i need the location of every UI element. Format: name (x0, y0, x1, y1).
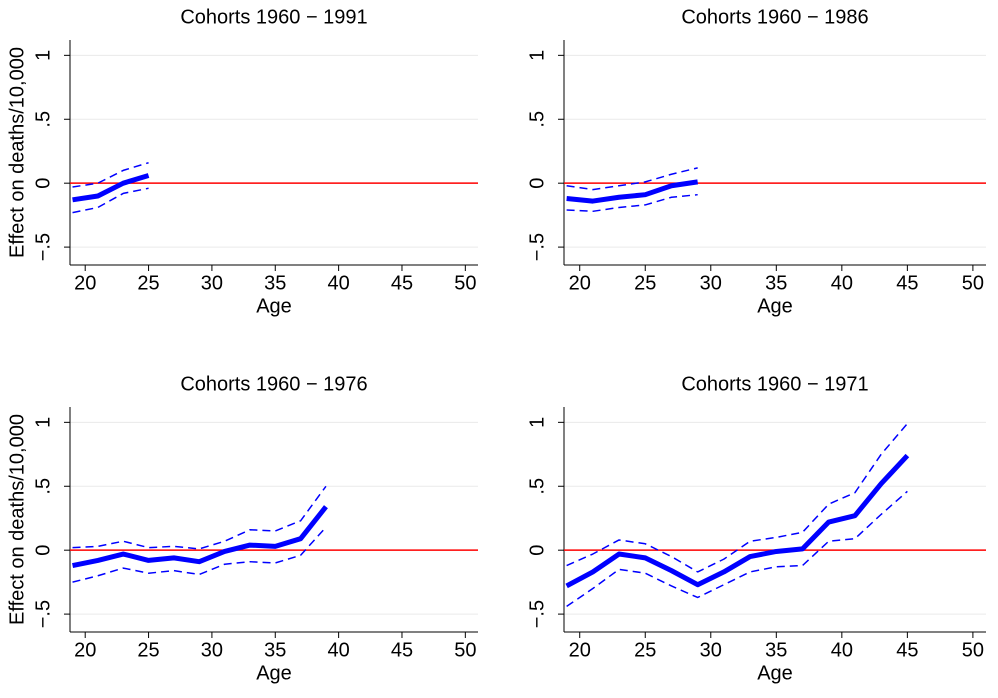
y-axis-label: Effect on deaths/10,000 (6, 414, 28, 625)
x-tick-label: 25 (137, 639, 159, 661)
y-axis-label: Effect on deaths/10,000 (6, 47, 28, 258)
y-tick-label: 0 (32, 545, 54, 556)
panel-title: Cohorts 1960 − 1986 (681, 6, 868, 28)
x-tick-label: 50 (454, 639, 476, 661)
x-tick-label: 45 (391, 272, 413, 294)
confidence-line (566, 490, 908, 608)
x-tick-label: 35 (264, 272, 286, 294)
y-tick-label: .5 (32, 111, 54, 128)
estimate-line (566, 179, 699, 204)
confidence-line (72, 162, 149, 188)
x-tick-label: 35 (264, 639, 286, 661)
x-tick-label: 35 (765, 272, 787, 294)
x-tick-label: 30 (201, 272, 223, 294)
x-tick-label: 40 (327, 639, 349, 661)
x-tick-label: 30 (700, 639, 722, 661)
estimate-line (72, 173, 150, 203)
x-tick-label: 25 (137, 272, 159, 294)
estimate-line (565, 453, 910, 589)
y-tick-label: −.5 (526, 233, 548, 261)
x-tick-label: 20 (74, 639, 96, 661)
y-tick-label: 1 (32, 417, 54, 428)
confidence-line (72, 526, 327, 583)
x-tick-label: 50 (962, 272, 984, 294)
x-axis-label: Age (256, 295, 292, 317)
x-tick-label: 40 (831, 639, 853, 661)
y-tick-label: −.5 (526, 600, 548, 628)
x-tick-label: 50 (454, 272, 476, 294)
x-tick-label: 25 (634, 272, 656, 294)
x-tick-label: 20 (74, 272, 96, 294)
x-tick-label: 45 (896, 639, 918, 661)
estimate-line (72, 505, 328, 568)
x-tick-label: 40 (831, 272, 853, 294)
confidence-line (566, 167, 698, 191)
y-tick-label: .5 (32, 478, 54, 495)
x-axis-label: Age (757, 662, 793, 684)
y-tick-label: .5 (526, 478, 548, 495)
y-tick-label: .5 (526, 111, 548, 128)
x-tick-label: 40 (327, 272, 349, 294)
y-tick-label: 1 (526, 50, 548, 61)
x-tick-label: 20 (569, 639, 591, 661)
confidence-line (72, 485, 327, 550)
x-tick-label: 35 (765, 639, 787, 661)
y-tick-label: −.5 (32, 233, 54, 261)
panel-title: Cohorts 1960 − 1991 (180, 6, 367, 28)
x-tick-label: 30 (700, 272, 722, 294)
y-tick-label: 1 (526, 417, 548, 428)
confidence-line (72, 187, 149, 214)
x-tick-label: 50 (962, 639, 984, 661)
confidence-line (566, 423, 908, 573)
y-tick-label: 0 (32, 178, 54, 189)
x-tick-label: 45 (896, 272, 918, 294)
x-axis-label: Age (757, 295, 793, 317)
confidence-line (566, 193, 698, 213)
x-tick-label: 45 (391, 639, 413, 661)
panel-title: Cohorts 1960 − 1971 (681, 373, 868, 395)
y-tick-label: 0 (526, 545, 548, 556)
x-tick-label: 20 (569, 272, 591, 294)
x-tick-label: 25 (634, 639, 656, 661)
y-tick-label: 0 (526, 178, 548, 189)
y-tick-label: 1 (32, 50, 54, 61)
panel-title: Cohorts 1960 − 1976 (180, 373, 367, 395)
y-tick-label: −.5 (32, 600, 54, 628)
x-axis-label: Age (256, 662, 292, 684)
x-tick-label: 30 (201, 639, 223, 661)
